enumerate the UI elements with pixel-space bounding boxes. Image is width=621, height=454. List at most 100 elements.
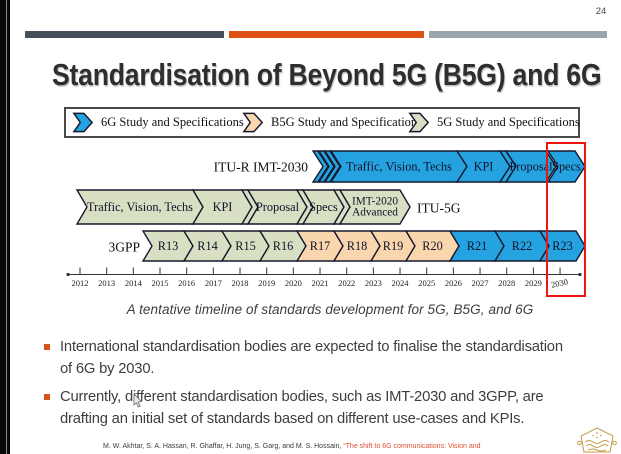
chevron-6g-icon bbox=[72, 112, 94, 133]
bullet-marker bbox=[44, 394, 50, 400]
year-label: 2021 bbox=[312, 278, 329, 288]
year-label: 2012 bbox=[72, 278, 89, 288]
year-label: 2018 bbox=[232, 278, 249, 288]
segment-label: R13 bbox=[158, 239, 179, 253]
bullet-line: drafting an initial set of standards bas… bbox=[60, 411, 525, 427]
bullet-line: Currently, different standardisation bod… bbox=[60, 389, 544, 405]
bullet-line: of 6G by 2030. bbox=[60, 361, 155, 377]
chevron-b5g-icon bbox=[242, 112, 264, 133]
year-label: 2019 bbox=[258, 278, 275, 288]
segment-label: Specs bbox=[552, 160, 581, 174]
chevron-segment bbox=[404, 230, 460, 262]
year-label: 2022 bbox=[338, 278, 355, 288]
year-label: 2029 bbox=[525, 278, 542, 288]
year-label: 2026 bbox=[445, 278, 462, 288]
segment-label: R22 bbox=[512, 239, 533, 253]
chevron-segment bbox=[301, 189, 345, 225]
chevron-segment bbox=[311, 150, 329, 183]
segment-label: R23 bbox=[552, 239, 573, 253]
legend-label: B5G Study and Specifications bbox=[271, 115, 423, 129]
segment-label: R15 bbox=[235, 239, 256, 253]
segment-label: R16 bbox=[273, 239, 294, 253]
timeline-legend: 6G Study and Specifications B5G Study an… bbox=[64, 107, 580, 138]
header-bar-dark bbox=[25, 31, 224, 38]
bullet-line: International standardisation bodies are… bbox=[60, 339, 563, 355]
segment-label: Specs bbox=[309, 200, 338, 214]
chevron-segment bbox=[332, 230, 381, 262]
year-label: 2013 bbox=[98, 278, 115, 288]
year-axis: 2012 2013 2014 2015 2016 2017 2018 2019 2020 2021… bbox=[66, 267, 582, 290]
timeline-figure: Traffic, Vision, Techs KPI Proposal Specs IT… bbox=[66, 142, 586, 297]
segment-label: R21 bbox=[467, 239, 488, 253]
row-label-itu-5g: ITU-5G bbox=[417, 201, 461, 216]
year-label: 2027 bbox=[472, 278, 489, 288]
legend-item-6g: 6G Study and Specifications bbox=[72, 109, 244, 136]
year-label: 2024 bbox=[392, 278, 410, 288]
chevron-segment bbox=[258, 230, 307, 262]
segment-label: Traffic, Vision, Techs bbox=[87, 200, 193, 214]
segment-label: KPI bbox=[474, 160, 494, 174]
chevron-segment bbox=[182, 230, 232, 262]
chevron-segment bbox=[546, 150, 586, 183]
legend-item-5g: 5G Study and Specifications bbox=[408, 109, 580, 136]
chevron-segment bbox=[75, 189, 204, 225]
year-label: 2014 bbox=[125, 278, 143, 288]
chevron-segment bbox=[246, 189, 308, 225]
chevron-segment bbox=[369, 230, 416, 262]
chevron-5g-icon bbox=[408, 112, 430, 133]
row-label-3gpp: 3GPP bbox=[108, 240, 140, 255]
chevron-segment bbox=[448, 230, 505, 262]
slide-title: Standardisation of Beyond 5G (B5G) and 6… bbox=[52, 57, 602, 92]
bullet-item: Currently, different standardisation bod… bbox=[44, 386, 614, 430]
year-label: 2020 bbox=[285, 278, 302, 288]
chevron-segment bbox=[323, 150, 341, 183]
segment-label: Proposal bbox=[256, 200, 300, 214]
legend-label: 6G Study and Specifications bbox=[101, 115, 244, 129]
year-label: 2028 bbox=[498, 278, 515, 288]
page-number: 24 bbox=[595, 6, 607, 17]
chevron-segment bbox=[332, 189, 351, 225]
legend-item-b5g: B5G Study and Specifications bbox=[242, 109, 422, 136]
segment-label: Traffic, Vision, Techs bbox=[346, 160, 452, 174]
chevron-segment bbox=[455, 150, 511, 183]
segment-label: IMT-2020 Advanced bbox=[352, 196, 398, 219]
chevron-segment bbox=[295, 230, 344, 262]
segment-label: R14 bbox=[197, 239, 218, 253]
legend-label: 5G Study and Specifications bbox=[437, 115, 580, 129]
chevron-segment bbox=[220, 230, 270, 262]
bullet-text: Currently, different standardisation bod… bbox=[60, 386, 544, 430]
chevron-segment bbox=[338, 189, 411, 225]
chevron-segment bbox=[493, 230, 550, 262]
timeline-row-itu-r-imt-2030: Traffic, Vision, Techs KPI Proposal Specs IT… bbox=[214, 150, 586, 183]
chevron-segment bbox=[240, 189, 259, 225]
viewer-edge-line bbox=[6, 0, 7, 454]
bullet-marker bbox=[44, 344, 50, 350]
figure-caption: A tentative timeline of standards develo… bbox=[126, 302, 534, 317]
chevron-segment bbox=[538, 230, 586, 262]
timeline-row-itu-5g: Traffic, Vision, Techs KPI Proposal Specs IM… bbox=[75, 189, 461, 225]
institution-logo bbox=[577, 427, 617, 453]
segment-label: R17 bbox=[310, 239, 331, 253]
segment-label: R20 bbox=[422, 239, 443, 253]
year-label: 2017 bbox=[205, 278, 222, 288]
segment-label: KPI bbox=[213, 200, 233, 214]
year-label: 2015 bbox=[152, 278, 169, 288]
citation-link[interactable]: “The shift to 6G communications: Vision … bbox=[343, 443, 481, 450]
chevron-segment bbox=[191, 189, 253, 225]
row-label-itu-r-imt-2030: ITU-R IMT-2030 bbox=[214, 160, 309, 175]
chevron-segment bbox=[504, 150, 557, 183]
year-label: 2030 bbox=[550, 276, 569, 289]
chevron-segment bbox=[498, 150, 517, 183]
citation-authors: M. W. Akhtar, S. A. Hassan, R. Ghaffar, … bbox=[103, 443, 344, 450]
mouse-cursor-icon bbox=[133, 394, 143, 408]
viewer-left-edge bbox=[0, 0, 10, 454]
chevron-segment bbox=[295, 189, 314, 225]
chevron-segment bbox=[329, 150, 468, 183]
chevron-segment bbox=[317, 150, 335, 183]
highlight-box-2030 bbox=[546, 142, 586, 297]
bullet-text: International standardisation bodies are… bbox=[60, 336, 563, 380]
citation: M. W. Akhtar, S. A. Hassan, R. Ghaffar, … bbox=[103, 443, 481, 450]
header-bar-orange bbox=[229, 31, 424, 38]
year-label: 2023 bbox=[365, 278, 382, 288]
